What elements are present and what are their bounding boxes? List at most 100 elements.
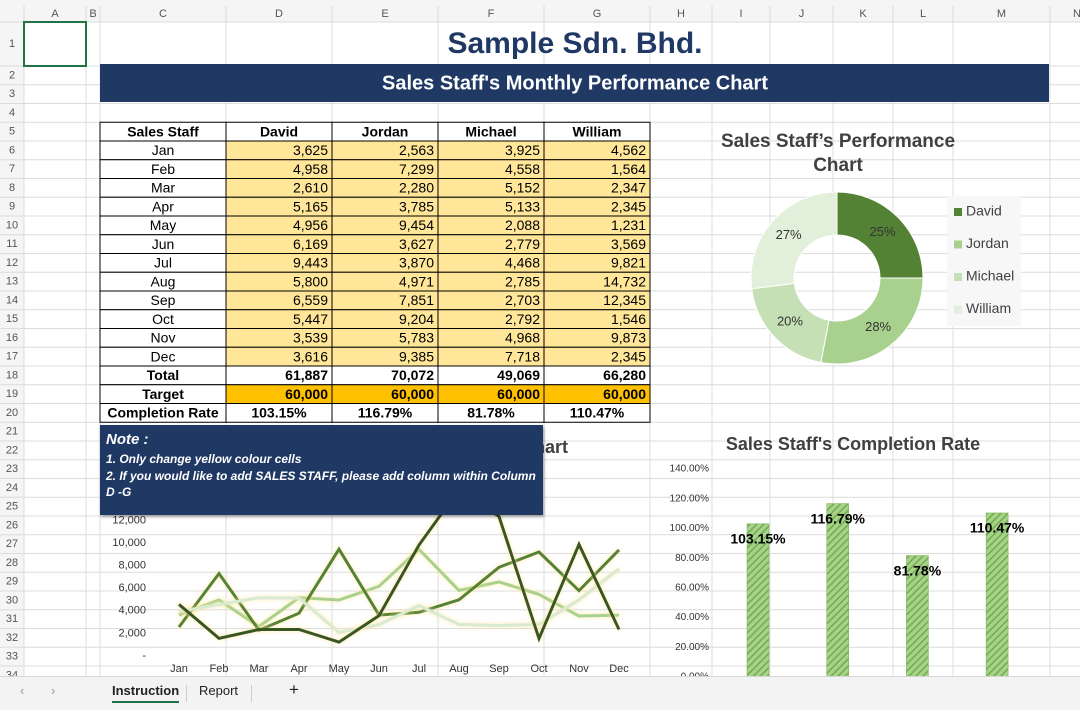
cell-value: 3,569 [611,236,646,252]
slice-label: 20% [777,314,803,329]
row-label: Aug [151,273,176,289]
row-header: 28 [6,557,18,569]
legend-swatch [954,208,962,216]
cell-value: William [573,123,622,139]
row-header: 16 [6,332,18,344]
row-header: 1 [9,38,15,50]
cell-value: 116.79% [358,405,413,421]
row-header: 9 [9,201,15,213]
column-header: G [593,8,602,20]
row-label: Oct [152,311,174,327]
cell-value: 2,280 [399,180,434,196]
row-header: 2 [9,69,15,81]
cell-value: 61,887 [285,367,328,383]
row-label: Sales Staff [127,123,199,139]
cell-value: 4,468 [505,255,540,271]
cell-value: 9,454 [399,217,434,233]
sheet-content: Sample Sdn. Bhd. Sales Staff's Monthly Pe… [99,27,1049,683]
column-header: D [275,8,283,20]
sheet-tab-bar: ‹ › Instruction Report + [0,676,1080,710]
legend-swatch [954,273,962,281]
row-header: 22 [6,444,18,456]
row-header: 27 [6,538,18,550]
chart-title: Sales Staff's Completion Rate [726,434,980,454]
y-tick-label: 2,000 [118,627,146,639]
x-tick-label: Apr [290,663,307,675]
column-header: E [381,8,388,20]
add-sheet-button[interactable]: + [289,680,299,699]
cell-value: 60,000 [285,386,328,402]
cell-value: 5,165 [293,198,328,214]
row-label: Jun [152,236,175,252]
y-tick-label: 140.00% [670,464,710,475]
scroll-right[interactable]: › [51,683,56,698]
row-header: 12 [6,257,18,269]
row-label: Feb [151,161,175,177]
cell-value: 5,152 [505,180,540,196]
row-header: 30 [6,594,18,606]
cell-value: 3,616 [293,348,328,364]
slice-label: 25% [870,224,896,239]
note-title: Note : [106,431,149,448]
legend-label: Jordan [966,235,1009,251]
row-header: 5 [9,126,15,138]
cell-value: 3,627 [399,236,434,252]
slice-label: 28% [865,319,891,334]
row-header: 10 [6,219,18,231]
legend-swatch [954,305,962,314]
row-label: Nov [151,330,176,346]
bar [826,503,849,678]
cell-value: 4,562 [611,142,646,158]
column-header: I [739,8,742,20]
cell-value: 3,539 [293,330,328,346]
scroll-left[interactable]: ‹ [20,683,25,698]
x-tick-label: Jul [412,663,426,675]
cell-value: 9,385 [399,348,434,364]
row-label: Apr [152,198,174,214]
row-header: 13 [6,276,18,288]
cell-value: 2,345 [611,348,646,364]
bar [746,523,770,678]
cell-value: 2,088 [505,217,540,233]
cell-value: 103.15% [251,405,307,421]
sheet-tab[interactable]: Report [199,683,239,698]
column-header: H [677,8,685,20]
row-header: 23 [6,463,18,475]
cell-value: 66,280 [603,367,646,383]
bar-label: 103.15% [730,531,786,547]
cell-value: 60,000 [391,386,434,402]
row-header: 7 [9,163,15,175]
cell-value: 14,732 [603,273,646,289]
tab-separator [251,685,252,702]
column-header: B [89,8,96,20]
cell-value: 7,851 [399,292,434,308]
cell-value: 2,703 [505,292,540,308]
row-header: 25 [6,501,18,513]
row-header: 29 [6,576,18,588]
row-label: Jul [154,255,172,271]
cell-value: 4,971 [399,273,434,289]
cell-value: 5,800 [293,273,328,289]
cell-value: 2,345 [611,198,646,214]
slice-label: 27% [776,227,802,242]
legend-box [947,196,1021,326]
row-label: Completion Rate [107,405,218,421]
donut-title: Sales Staff’s Performance Chart [720,131,956,176]
bar-label: 116.79% [810,510,865,526]
cell-value: 4,956 [293,217,328,233]
row-header: 8 [9,182,15,194]
row-header: 32 [6,632,18,644]
y-tick-label: 60.00% [675,583,709,594]
sheet-tab-active[interactable]: Instruction [112,683,180,703]
row-label: Dec [151,348,176,364]
column-header: L [920,8,926,20]
row-header: 18 [6,369,18,381]
note-line: 1. Only change yellow colour cells [106,452,302,466]
row-header: 26 [6,519,18,531]
y-tick-label: 4,000 [118,605,146,617]
cell-value: 3,870 [399,255,434,271]
title-banner [100,64,1049,102]
row-header: 15 [6,313,18,325]
column-header: N [1073,8,1080,20]
